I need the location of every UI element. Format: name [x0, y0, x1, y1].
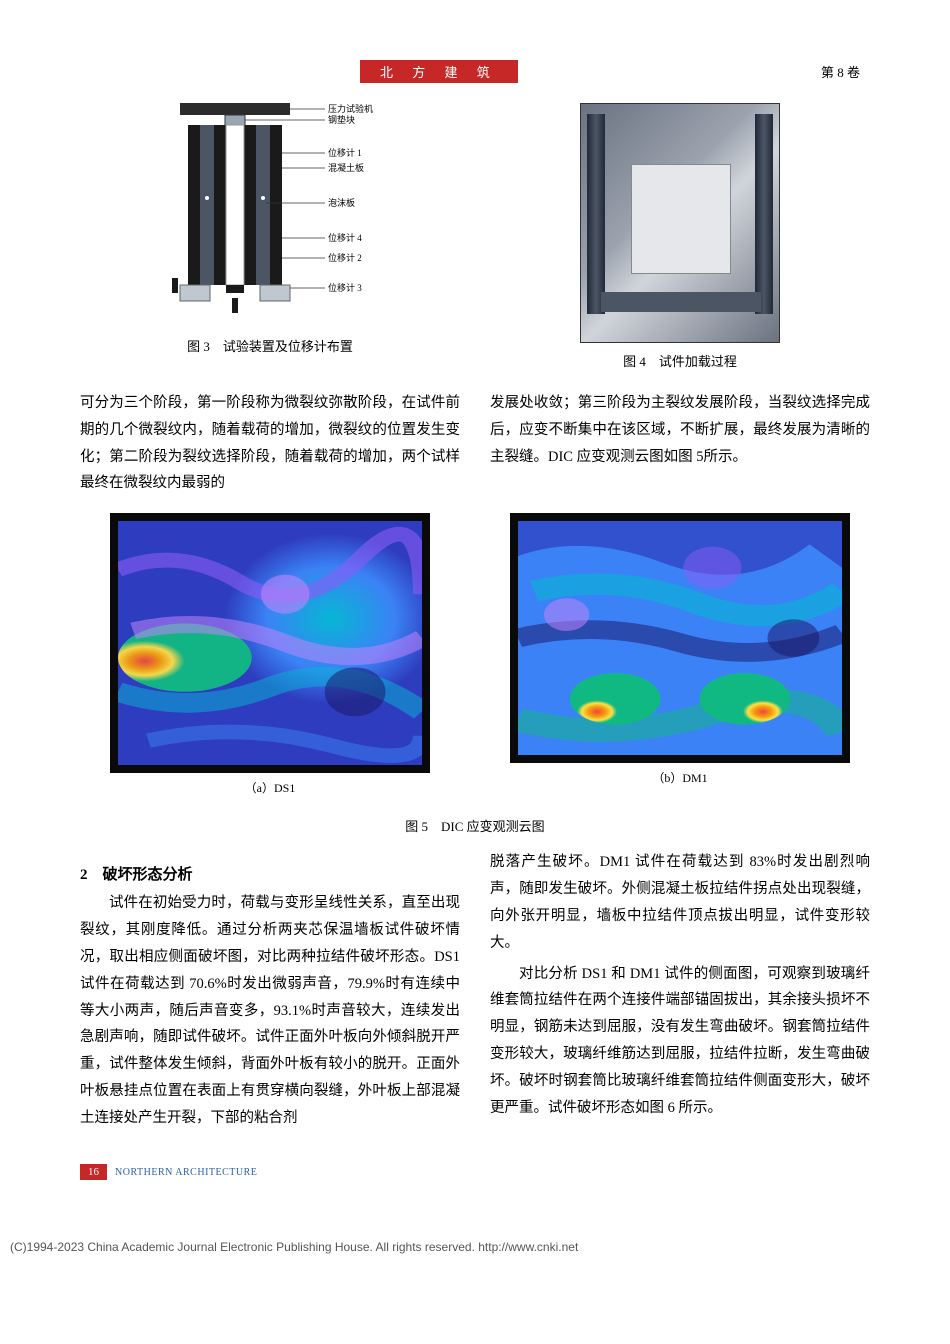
fig3-label-foam: 泡沫板	[328, 197, 355, 208]
section2-col2: 脱落产生破坏。DM1 试件在荷载达到 83%时发出剧烈响声，随即发生破坏。外侧混…	[490, 849, 870, 1131]
fig3-cell: 压力试验机 钢垫块 位移计 1 混凝土板 泡沫板 位移计 4 位移计 2 位移计…	[80, 103, 460, 370]
fig5a-map	[110, 513, 430, 773]
page-container: 北 方 建 筑 第 8 卷	[0, 0, 950, 1220]
fig3-label-press: 压力试验机	[328, 103, 373, 114]
fig3-label-disp3: 位移计 3	[328, 282, 362, 293]
section2-col2-p2: 对比分析 DS1 和 DM1 试件的侧面图，可观察到玻璃纤维套筒拉结件在两个连接…	[490, 961, 870, 1122]
fig5b-label: （b）DM1	[490, 769, 870, 786]
para1-col1: 可分为三个阶段，第一阶段称为微裂纹弥散阶段，在试件前期的几个微裂纹内，随着载荷的…	[80, 390, 460, 497]
fig3-label-concrete: 混凝土板	[328, 162, 364, 173]
section2-block: 2 破坏形态分析 试件在初始受力时，荷载与变形呈线性关系，直至出现裂纹，其刚度降…	[80, 849, 870, 1131]
fig5a-label: （a）DS1	[80, 779, 460, 796]
section2-col1-p1: 试件在初始受力时，荷载与变形呈线性关系，直至出现裂纹，其刚度降低。通过分析两夹芯…	[80, 890, 460, 1131]
fig3-fig4-row: 压力试验机 钢垫块 位移计 1 混凝土板 泡沫板 位移计 4 位移计 2 位移计…	[80, 103, 870, 370]
fig3-label-disp4: 位移计 4	[328, 232, 362, 243]
fig3-diagram: 压力试验机 钢垫块 位移计 1 混凝土板 泡沫板 位移计 4 位移计 2 位移计…	[140, 103, 400, 323]
fig4-photo	[580, 103, 780, 343]
fig3-caption: 图 3 试验装置及位移计布置	[80, 336, 460, 355]
fig5-caption: 图 5 DIC 应变观测云图	[80, 816, 870, 835]
journal-name-band: 北 方 建 筑	[360, 60, 518, 83]
page-number: 16	[80, 1164, 107, 1180]
footer: 16 NORTHERN ARCHITECTURE	[80, 1162, 870, 1180]
copyright-line: (C)1994-2023 China Academic Journal Elec…	[0, 1240, 950, 1254]
para1-col2: 发展处收敛；第三阶段为主裂纹发展阶段，当裂纹选择完成后，应变不断集中在该区域，不…	[490, 390, 870, 497]
fig5-row: （a）DS1	[80, 513, 870, 796]
fig5b-cell: （b）DM1	[490, 513, 870, 796]
header-bar: 北 方 建 筑 第 8 卷	[80, 60, 870, 83]
fig3-label-disp2: 位移计 2	[328, 252, 362, 263]
fig3-label-steel: 钢垫块	[328, 114, 355, 125]
fig5b-map	[510, 513, 850, 763]
fig3-label-disp1: 位移计 1	[328, 147, 362, 158]
footer-label: NORTHERN ARCHITECTURE	[115, 1167, 257, 1178]
para-block-1: 可分为三个阶段，第一阶段称为微裂纹弥散阶段，在试件前期的几个微裂纹内，随着载荷的…	[80, 390, 870, 497]
volume-label: 第 8 卷	[821, 62, 860, 81]
fig5a-cell: （a）DS1	[80, 513, 460, 796]
fig4-cell: 图 4 试件加载过程	[490, 103, 870, 370]
fig4-caption: 图 4 试件加载过程	[490, 351, 870, 370]
section2-col1: 2 破坏形态分析 试件在初始受力时，荷载与变形呈线性关系，直至出现裂纹，其刚度降…	[80, 849, 460, 1131]
section2-col2-p1: 脱落产生破坏。DM1 试件在荷载达到 83%时发出剧烈响声，随即发生破坏。外侧混…	[490, 849, 870, 956]
section2-heading: 2 破坏形态分析	[80, 863, 460, 884]
